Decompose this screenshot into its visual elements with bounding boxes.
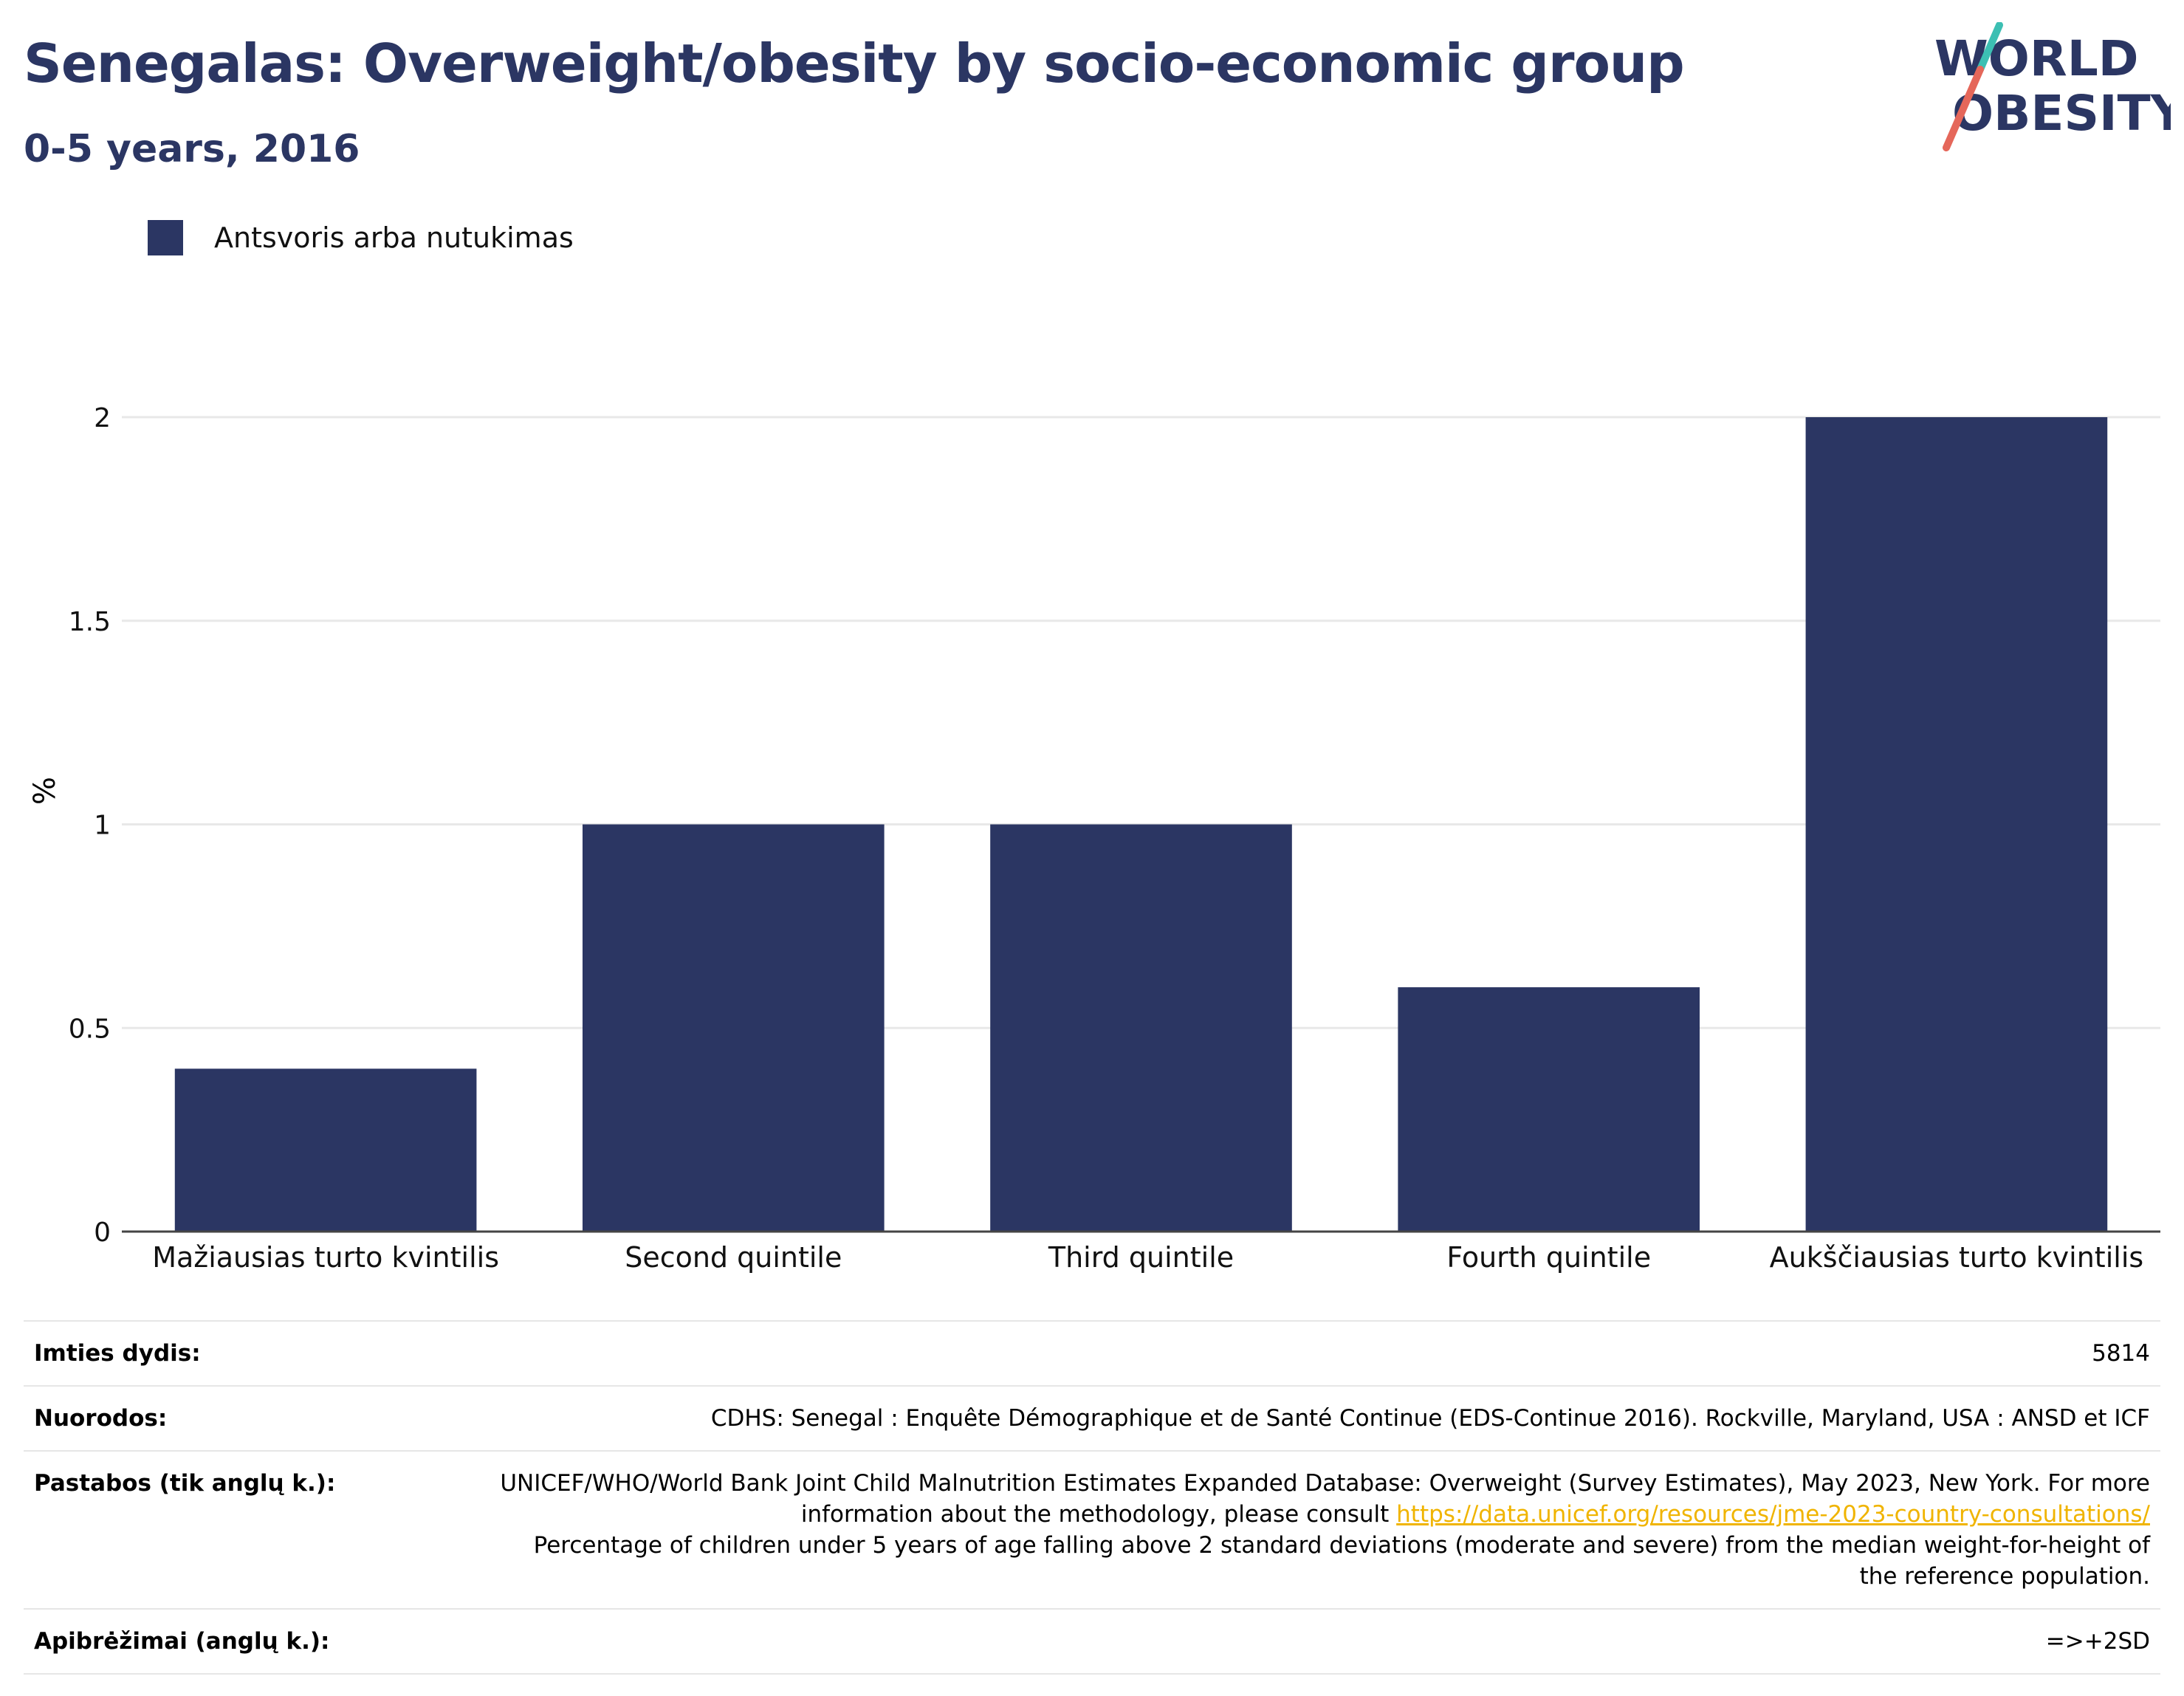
- y-tick-label: 0.5: [69, 1014, 111, 1044]
- info-row-notes: Pastabos (tik anglų k.): UNICEF/WHO/Worl…: [24, 1450, 2160, 1609]
- info-value-notes: UNICEF/WHO/World Bank Joint Child Malnut…: [487, 1450, 2160, 1609]
- info-row-sample-size: Imties dydis: 5814: [24, 1320, 2160, 1386]
- y-tick-label: 1.5: [69, 607, 111, 637]
- info-value: =>+2SD: [487, 1608, 2160, 1675]
- x-tick-label: Mažiausias turto kvintilis: [152, 1241, 499, 1274]
- info-value: CDHS: Senegal : Enquête Démographique et…: [487, 1385, 2160, 1451]
- methodology-link[interactable]: https://data.unicef.org/resources/jme-20…: [1396, 1501, 2150, 1528]
- x-tick-label: Aukščiausias turto kvintilis: [1770, 1241, 2144, 1274]
- info-key: Imties dydis:: [24, 1320, 487, 1386]
- bar-chart: 0 0.5 1 1.5 2 Mažiausias turto kvintilis Secon…: [69, 403, 2160, 1274]
- info-key: Pastabos (tik anglų k.):: [24, 1450, 487, 1609]
- info-key: Nuorodos:: [24, 1385, 487, 1451]
- x-tick-label: Third quintile: [1048, 1241, 1234, 1274]
- chart-subtitle: 0-5 years, 2016: [24, 127, 360, 171]
- info-value: 5814: [487, 1320, 2160, 1386]
- bar: [582, 824, 885, 1232]
- bar: [990, 824, 1292, 1232]
- legend-label: Antsvoris arba nutukimas: [214, 222, 574, 254]
- logo-slash-red: [1943, 66, 1984, 151]
- notes-text-before: UNICEF/WHO/World Bank Joint Child Malnut…: [500, 1470, 2150, 1528]
- notes-text-after: Percentage of children under 5 years of …: [533, 1532, 2150, 1590]
- legend-swatch: [148, 220, 183, 255]
- x-tick-label: Fourth quintile: [1446, 1241, 1651, 1274]
- y-tick-label: 2: [94, 403, 111, 433]
- y-tick-label: 1: [94, 811, 111, 841]
- bar: [1805, 417, 2108, 1232]
- world-obesity-logo: WORLD OBESITY: [1934, 22, 2171, 151]
- bar: [1398, 987, 1700, 1232]
- bar: [174, 1068, 477, 1232]
- logo-text-line2: OBESITY: [1952, 85, 2171, 142]
- logo-slash-teal: [1977, 22, 2003, 73]
- info-row-references: Nuorodos: CDHS: Senegal : Enquête Démogr…: [24, 1385, 2160, 1451]
- info-key: Apibrėžimai (anglų k.):: [24, 1608, 487, 1675]
- logo-text-line1: WORLD: [1934, 30, 2139, 87]
- y-tick-label: 0: [94, 1218, 111, 1248]
- info-row-definitions: Apibrėžimai (anglų k.): =>+2SD: [24, 1608, 2160, 1675]
- chart-title: Senegalas: Overweight/obesity by socio-e…: [24, 32, 1685, 95]
- info-table: Imties dydis: 5814 Nuorodos: CDHS: Seneg…: [24, 1320, 2160, 1675]
- legend[interactable]: Antsvoris arba nutukimas: [148, 220, 574, 255]
- x-tick-label: Second quintile: [625, 1241, 842, 1274]
